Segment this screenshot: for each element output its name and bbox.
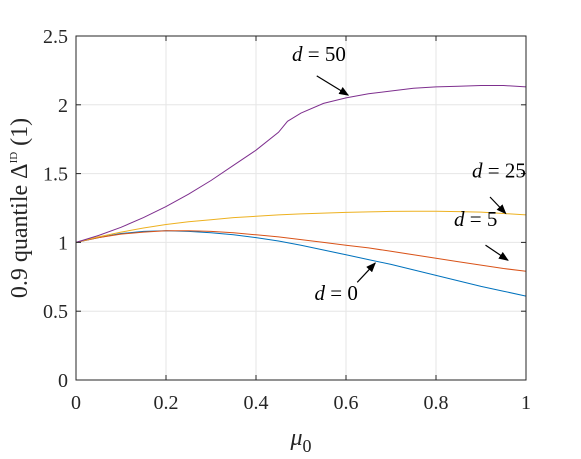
annotation-arrow-1	[489, 196, 507, 215]
series-line-2	[75, 210, 527, 243]
x-tick-label: 0	[71, 392, 81, 414]
plot-frame	[75, 35, 527, 381]
y-tick-label: 1	[58, 232, 68, 254]
y-tick-label: 0	[58, 370, 68, 392]
annotation-label-1: d = 25	[472, 159, 526, 183]
x-tick-label: 0.4	[244, 392, 269, 414]
annotation-label-2: d = 5	[454, 207, 497, 231]
y-tick-label: 2.5	[43, 26, 68, 48]
annotation-label-0: d = 50	[292, 42, 346, 66]
x-axis-label-sub: 0	[303, 436, 312, 456]
annotation-label-3: d = 0	[315, 281, 358, 305]
plot-background	[76, 36, 526, 380]
series-line-1	[75, 230, 527, 272]
annotation-arrow-2	[485, 244, 509, 261]
y-tick-label: 1.5	[43, 164, 68, 186]
y-axis-label-suffix: (1)	[7, 118, 33, 152]
series-layer	[75, 85, 527, 297]
x-axis-label: μ0	[289, 425, 311, 456]
y-axis-label-prefix: 0.9 quantile	[7, 179, 33, 298]
y-tick-label: 0.5	[43, 301, 68, 323]
x-tick-label: 1	[521, 392, 531, 414]
y-axis-label-sup: ID	[8, 152, 20, 164]
annotation-arrow-0	[316, 75, 350, 96]
x-tick-label: 0.2	[154, 392, 179, 414]
y-tick-label: 2	[58, 95, 68, 117]
annotations: d = 50 d = 25 d = 5 d = 0	[292, 42, 526, 305]
ticks	[75, 35, 527, 381]
x-tick-label: 0.8	[424, 392, 449, 414]
y-axis-label-symbol: Δ	[7, 163, 33, 178]
x-tick-label: 0.6	[334, 392, 359, 414]
x-axis-label-main: μ	[289, 425, 302, 451]
annotation-arrow-3	[356, 262, 376, 283]
y-axis-label: 0.9 quantile ΔID (1)	[7, 118, 33, 298]
tick-labels: 0 0.2 0.4 0.6 0.8 1 0 0.5 1 1.5 2 2.5	[43, 26, 531, 414]
series-line-3	[75, 85, 527, 243]
